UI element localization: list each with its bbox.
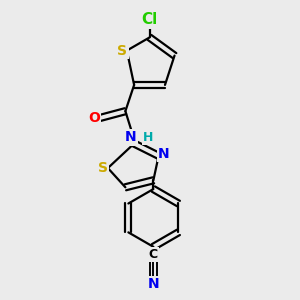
Text: N: N (125, 130, 136, 144)
Text: Cl: Cl (141, 12, 158, 27)
Text: O: O (88, 111, 100, 125)
Text: N: N (158, 147, 170, 161)
Text: S: S (118, 44, 128, 58)
Text: S: S (98, 161, 108, 175)
Text: H: H (143, 131, 153, 144)
Text: N: N (148, 278, 159, 291)
Text: C: C (149, 248, 158, 261)
